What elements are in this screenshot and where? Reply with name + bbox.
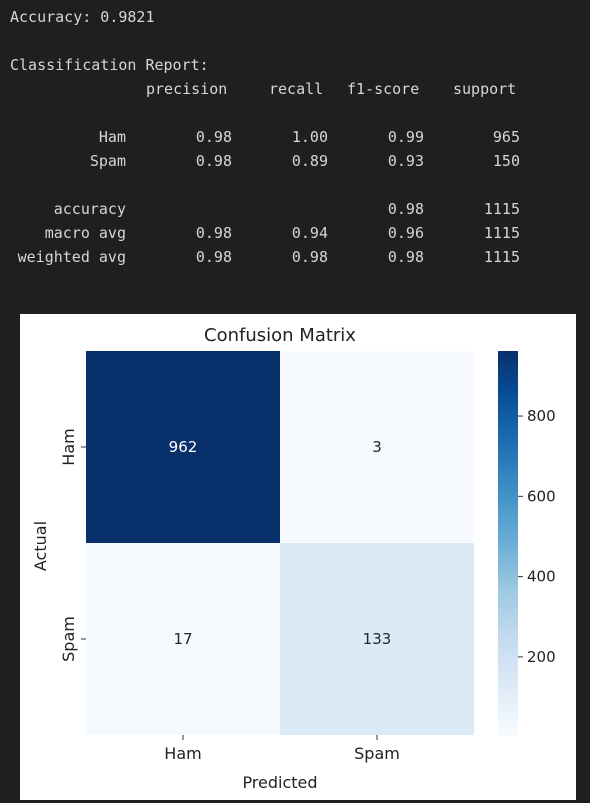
x-tick-label: Spam <box>354 744 400 763</box>
cell-value-label: 133 <box>363 630 392 648</box>
row-precision: 0.98 <box>195 128 232 146</box>
y-tick-label: Spam <box>59 616 78 662</box>
chart-title: Confusion Matrix <box>204 325 356 346</box>
colorbar-tick-label: 600 <box>527 487 556 505</box>
heatmap-cell <box>280 543 474 735</box>
row-recall: 0.98 <box>291 248 328 266</box>
colorbar-tick-label: 200 <box>527 648 556 666</box>
report-title: Classification Report: <box>10 56 209 74</box>
y-tick-label: Ham <box>59 428 78 465</box>
report-header-row: precision recall f1-score support <box>10 77 580 101</box>
y-axis-label: Actual <box>31 521 50 571</box>
row-recall: 0.94 <box>291 224 328 242</box>
row-f1: 0.93 <box>387 152 424 170</box>
row-label: Spam <box>89 152 126 170</box>
row-recall: 1.00 <box>291 128 328 146</box>
table-row: Spam 0.98 0.89 0.93 150 <box>10 149 580 173</box>
row-precision: 0.98 <box>195 152 232 170</box>
row-support: 1115 <box>483 200 520 218</box>
summary-row: accuracy 0.98 1115 <box>10 197 580 221</box>
row-precision: 0.98 <box>195 224 232 242</box>
console-output: Accuracy: 0.9821 Classification Report: … <box>10 0 580 300</box>
header-recall: recall <box>269 80 324 98</box>
cell-value-label: 17 <box>173 630 192 648</box>
row-support: 1115 <box>483 224 520 242</box>
header-f1-score: f1-score <box>347 80 420 98</box>
row-f1: 0.99 <box>387 128 424 146</box>
heatmap-cell <box>86 543 280 735</box>
heatmap-cell <box>86 351 280 543</box>
row-label: weighted avg <box>17 248 126 266</box>
colorbar-tick-label: 800 <box>527 407 556 425</box>
summary-row: weighted avg 0.98 0.98 0.98 1115 <box>10 245 580 269</box>
row-label: Ham <box>98 128 126 146</box>
row-support: 1115 <box>483 248 520 266</box>
colorbar-tick-label: 400 <box>527 568 556 586</box>
confusion-matrix-figure: Confusion Matrix 962 3 17 133 Ham Spam Ham Sp… <box>20 314 576 800</box>
summary-row: macro avg 0.98 0.94 0.96 1115 <box>10 221 580 245</box>
header-precision: precision <box>146 80 228 98</box>
row-f1: 0.96 <box>387 224 424 242</box>
x-axis-label: Predicted <box>242 773 317 792</box>
colorbar <box>498 351 518 736</box>
row-support: 150 <box>492 152 520 170</box>
row-label: macro avg <box>44 224 126 242</box>
x-tick-label: Ham <box>164 744 201 763</box>
row-f1: 0.98 <box>387 200 424 218</box>
cell-value-label: 962 <box>169 438 198 456</box>
heatmap-cell <box>280 351 474 543</box>
row-support: 965 <box>492 128 520 146</box>
table-row: Ham 0.98 1.00 0.99 965 <box>10 125 580 149</box>
header-support: support <box>453 80 517 98</box>
row-label: accuracy <box>53 200 126 218</box>
cell-value-label: 3 <box>372 438 382 456</box>
confusion-matrix-chart: Confusion Matrix 962 3 17 133 Ham Spam Ham Sp… <box>31 325 556 792</box>
row-f1: 0.98 <box>387 248 424 266</box>
row-precision: 0.98 <box>195 248 232 266</box>
accuracy-line: Accuracy: 0.9821 <box>10 8 155 26</box>
row-recall: 0.89 <box>291 152 328 170</box>
